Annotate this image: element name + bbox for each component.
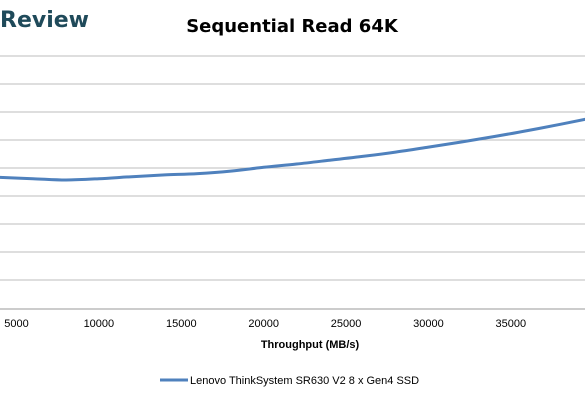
x-tick-label: 15000 <box>166 318 197 330</box>
legend: Lenovo ThinkSystem SR630 V2 8 x Gen4 SSD <box>160 375 419 387</box>
legend-entry: Lenovo ThinkSystem SR630 V2 8 x Gen4 SSD <box>190 375 419 387</box>
series-line <box>0 117 585 182</box>
x-tick-label: 10000 <box>84 318 115 330</box>
series-group <box>0 117 585 182</box>
chart-title: Sequential Read 64K <box>186 16 399 37</box>
x-tick-label: 30000 <box>413 318 444 330</box>
x-tick-label: 20000 <box>248 318 279 330</box>
x-tick-label: 25000 <box>331 318 362 330</box>
x-axis-ticks: 5000 10000 15000 20000 25000 30000 35000 <box>4 318 526 330</box>
x-axis-label: Throughput (MB/s) <box>261 339 360 351</box>
x-tick-label: 35000 <box>496 318 527 330</box>
x-tick-label: 5000 <box>4 318 28 330</box>
gridlines <box>0 55 585 310</box>
logo-text: Review <box>0 8 89 33</box>
